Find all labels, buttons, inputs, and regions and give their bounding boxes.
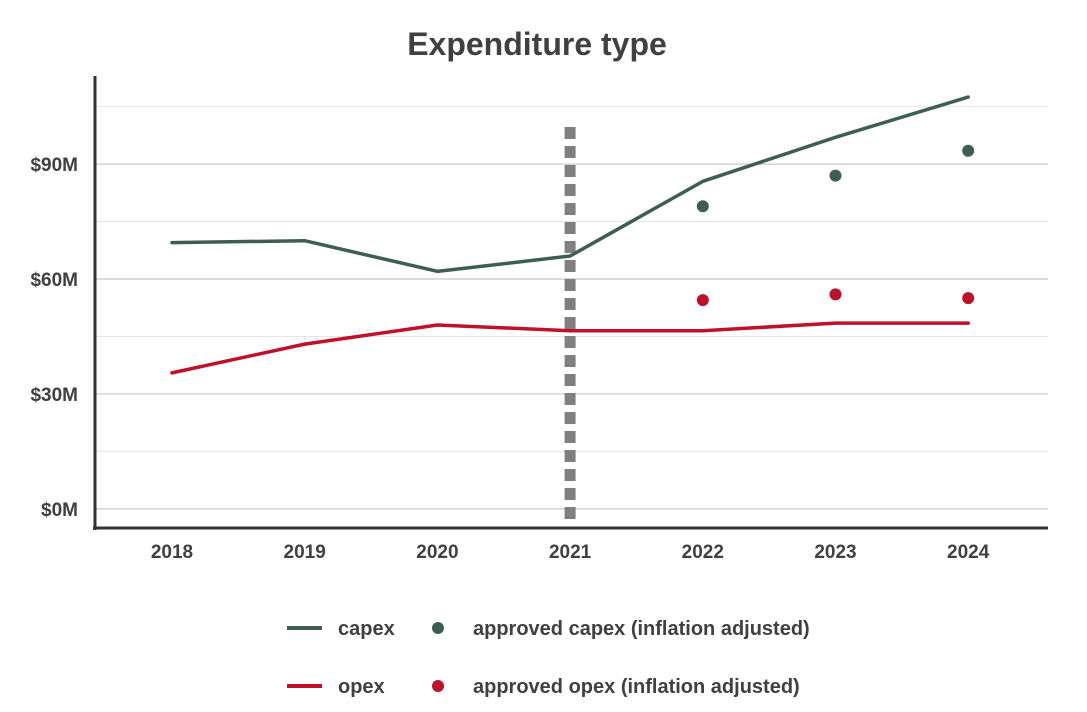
legend-label: approved opex (inflation adjusted) — [473, 676, 800, 698]
data-point — [696, 200, 709, 213]
axis-layer: $0M $30M $60M $90M 2018 2019 2020 2021 2022 2023 2… — [30, 76, 1048, 563]
data-point — [829, 169, 842, 182]
series-line-capex — [170, 95, 970, 274]
y-tick-label: $60M — [30, 270, 78, 291]
data-point — [829, 288, 842, 301]
legend-label: opex — [338, 676, 385, 698]
y-tick-label: $0M — [41, 500, 78, 521]
x-tick-label: 2018 — [151, 542, 193, 563]
x-tick-label: 2019 — [284, 542, 326, 563]
x-tick-label: 2020 — [416, 542, 458, 563]
y-tick-label: $30M — [30, 385, 78, 406]
legend-label: approved capex (inflation adjusted) — [473, 618, 810, 640]
x-tick-label: 2024 — [947, 542, 990, 563]
legend-swatch — [432, 622, 444, 634]
legend-swatch — [432, 680, 444, 692]
chart-title: Expenditure type — [407, 26, 667, 62]
legend-label: capex — [338, 618, 395, 640]
legend: capex opex approved capex (inflation adjus… — [287, 618, 810, 698]
series-line-opex — [170, 321, 970, 375]
data-point — [962, 144, 975, 157]
series-layer — [170, 95, 975, 375]
data-point — [696, 294, 709, 307]
x-tick-label: 2022 — [682, 542, 724, 563]
x-tick-label: 2023 — [814, 542, 856, 563]
x-tick-label: 2021 — [549, 542, 592, 563]
y-tick-label: $90M — [30, 155, 78, 176]
data-point — [962, 292, 975, 305]
